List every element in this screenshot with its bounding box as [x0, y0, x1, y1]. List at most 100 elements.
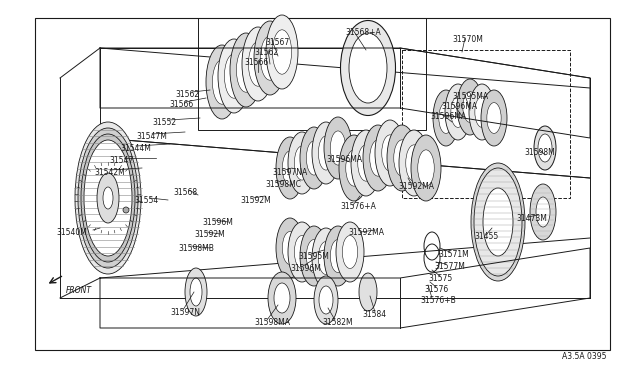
- Ellipse shape: [418, 150, 435, 186]
- Ellipse shape: [81, 134, 135, 262]
- Ellipse shape: [536, 197, 550, 227]
- Ellipse shape: [538, 134, 552, 162]
- Ellipse shape: [266, 15, 298, 89]
- Ellipse shape: [363, 125, 393, 191]
- Ellipse shape: [300, 127, 328, 189]
- Text: 31592M: 31592M: [194, 230, 225, 239]
- Ellipse shape: [294, 235, 310, 269]
- Ellipse shape: [75, 122, 141, 274]
- Text: 31566: 31566: [169, 100, 193, 109]
- Ellipse shape: [218, 39, 250, 113]
- Ellipse shape: [319, 286, 333, 314]
- Ellipse shape: [324, 117, 352, 179]
- Text: 31544M: 31544M: [120, 144, 151, 153]
- Text: 31592M: 31592M: [240, 196, 271, 205]
- Text: 31568+A: 31568+A: [345, 28, 381, 37]
- Text: 31598M: 31598M: [524, 148, 555, 157]
- Ellipse shape: [190, 278, 202, 306]
- Ellipse shape: [97, 173, 119, 223]
- Ellipse shape: [469, 84, 495, 140]
- Text: 31567: 31567: [265, 38, 289, 47]
- Ellipse shape: [103, 187, 113, 209]
- Text: 31554: 31554: [134, 196, 158, 205]
- Ellipse shape: [324, 226, 352, 286]
- Ellipse shape: [236, 48, 255, 92]
- Text: 31595MA: 31595MA: [452, 92, 488, 101]
- Ellipse shape: [358, 145, 374, 181]
- Text: 31596MA: 31596MA: [441, 102, 477, 111]
- Ellipse shape: [381, 135, 398, 171]
- Ellipse shape: [483, 188, 513, 256]
- Text: 31552: 31552: [152, 118, 176, 127]
- Ellipse shape: [78, 128, 138, 268]
- Text: 31576: 31576: [424, 285, 448, 294]
- Ellipse shape: [394, 140, 410, 176]
- Text: 31598MC: 31598MC: [265, 180, 301, 189]
- Ellipse shape: [370, 140, 387, 176]
- Ellipse shape: [282, 231, 298, 264]
- Ellipse shape: [314, 276, 338, 324]
- Text: 31596M: 31596M: [290, 264, 321, 273]
- Ellipse shape: [530, 184, 556, 240]
- Ellipse shape: [242, 27, 274, 101]
- Text: 31584: 31584: [362, 310, 386, 319]
- Text: 31566: 31566: [244, 58, 268, 67]
- Text: 31596MA: 31596MA: [326, 155, 362, 164]
- Ellipse shape: [399, 130, 429, 196]
- Ellipse shape: [318, 136, 333, 170]
- Ellipse shape: [336, 222, 364, 282]
- Ellipse shape: [185, 268, 207, 316]
- Text: A3.5A 0395: A3.5A 0395: [562, 352, 607, 361]
- Text: 31547M: 31547M: [136, 132, 167, 141]
- Text: 31570M: 31570M: [452, 35, 483, 44]
- Ellipse shape: [230, 33, 262, 107]
- Ellipse shape: [474, 168, 522, 276]
- Text: 31540M: 31540M: [56, 228, 87, 237]
- Text: 31582M: 31582M: [322, 318, 353, 327]
- Ellipse shape: [312, 228, 340, 288]
- Ellipse shape: [312, 122, 340, 184]
- Text: 31597N: 31597N: [170, 308, 200, 317]
- Ellipse shape: [375, 120, 405, 186]
- Ellipse shape: [481, 90, 507, 146]
- Text: 31473M: 31473M: [516, 214, 547, 223]
- Text: 31576+A: 31576+A: [340, 202, 376, 211]
- Text: 31596MA: 31596MA: [430, 112, 466, 121]
- Ellipse shape: [260, 36, 280, 80]
- Ellipse shape: [274, 283, 290, 313]
- Ellipse shape: [433, 90, 459, 146]
- Ellipse shape: [254, 21, 286, 95]
- Ellipse shape: [359, 273, 377, 311]
- Ellipse shape: [307, 240, 322, 273]
- Text: 31562: 31562: [175, 90, 199, 99]
- Ellipse shape: [212, 60, 232, 104]
- Ellipse shape: [346, 150, 362, 186]
- Ellipse shape: [411, 135, 441, 201]
- Text: 31597NA: 31597NA: [272, 168, 307, 177]
- Text: 31592MA: 31592MA: [398, 182, 434, 191]
- Bar: [35, 18, 610, 350]
- Ellipse shape: [84, 140, 132, 256]
- Text: 31596M: 31596M: [202, 218, 233, 227]
- Text: 31598MB: 31598MB: [178, 244, 214, 253]
- Ellipse shape: [225, 54, 244, 98]
- Ellipse shape: [342, 235, 358, 269]
- Ellipse shape: [406, 145, 422, 181]
- Ellipse shape: [273, 30, 292, 74]
- Ellipse shape: [318, 241, 333, 275]
- Ellipse shape: [288, 132, 316, 194]
- Ellipse shape: [248, 42, 268, 86]
- Ellipse shape: [475, 97, 489, 127]
- Ellipse shape: [439, 103, 453, 134]
- Text: 31571M: 31571M: [438, 250, 468, 259]
- Ellipse shape: [276, 137, 304, 199]
- Ellipse shape: [330, 240, 346, 273]
- Ellipse shape: [206, 45, 238, 119]
- Ellipse shape: [457, 79, 483, 135]
- Ellipse shape: [471, 163, 525, 281]
- Text: 31562: 31562: [254, 48, 278, 57]
- Text: 31595M: 31595M: [298, 252, 329, 261]
- Ellipse shape: [307, 141, 322, 175]
- Ellipse shape: [339, 135, 369, 201]
- Ellipse shape: [268, 272, 296, 324]
